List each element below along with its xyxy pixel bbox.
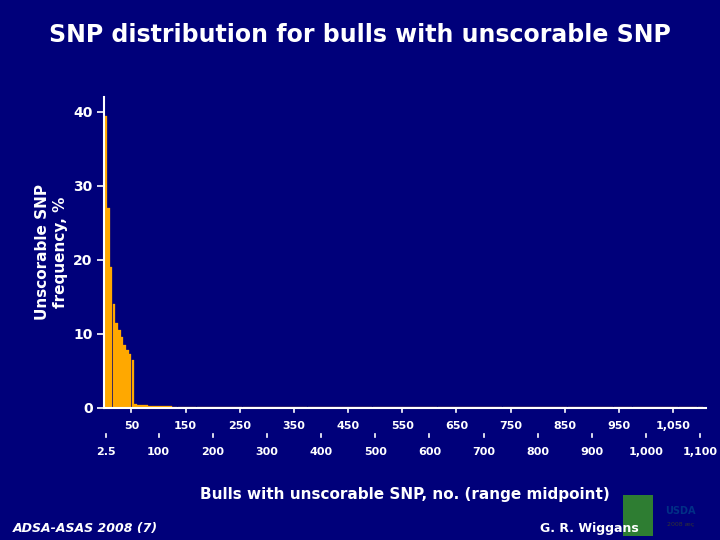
Bar xyxy=(212,407,215,408)
Bar xyxy=(167,407,169,408)
Text: G. R. Wiggans: G. R. Wiggans xyxy=(540,522,639,535)
Bar xyxy=(178,407,180,408)
Bar xyxy=(143,406,145,408)
Text: 2.5: 2.5 xyxy=(96,447,116,457)
Text: 100: 100 xyxy=(147,447,170,457)
Bar xyxy=(158,406,161,408)
Bar xyxy=(148,406,150,408)
Bar xyxy=(221,407,223,408)
Text: 950: 950 xyxy=(608,421,631,431)
Bar xyxy=(161,406,164,408)
Text: ADSA-ASAS 2008 (7): ADSA-ASAS 2008 (7) xyxy=(13,522,158,535)
Bar xyxy=(215,407,218,408)
Y-axis label: Unscorable SNP
frequency, %: Unscorable SNP frequency, % xyxy=(35,185,68,320)
Text: 2008 æç: 2008 æç xyxy=(667,522,694,527)
Text: 400: 400 xyxy=(310,447,333,457)
Text: 450: 450 xyxy=(336,421,360,431)
Bar xyxy=(137,405,140,408)
Text: 150: 150 xyxy=(174,421,197,431)
Text: 900: 900 xyxy=(580,447,603,457)
Bar xyxy=(199,407,202,408)
Bar xyxy=(191,407,194,408)
Bar xyxy=(129,354,132,408)
Bar xyxy=(210,407,212,408)
Bar xyxy=(169,407,172,408)
Text: 600: 600 xyxy=(418,447,441,457)
Text: 1,100: 1,100 xyxy=(683,447,718,457)
Text: 350: 350 xyxy=(282,421,305,431)
Text: 300: 300 xyxy=(256,447,279,457)
Bar xyxy=(107,208,109,408)
Bar xyxy=(132,360,134,408)
Bar xyxy=(172,407,175,408)
Bar xyxy=(218,407,221,408)
Bar xyxy=(110,267,112,408)
Text: 700: 700 xyxy=(472,447,495,457)
Text: 50: 50 xyxy=(124,421,139,431)
Bar xyxy=(623,495,652,536)
Bar xyxy=(126,350,129,408)
Text: SNP distribution for bulls with unscorable SNP: SNP distribution for bulls with unscorab… xyxy=(49,23,671,47)
Bar xyxy=(207,407,210,408)
Bar xyxy=(153,406,156,408)
Bar xyxy=(189,407,191,408)
Bar xyxy=(118,330,121,408)
Bar xyxy=(204,407,207,408)
Text: 1,000: 1,000 xyxy=(629,447,663,457)
Text: 750: 750 xyxy=(499,421,522,431)
Bar xyxy=(202,407,204,408)
Bar xyxy=(156,406,158,408)
Bar xyxy=(134,404,137,408)
Bar xyxy=(194,407,197,408)
Text: Bulls with unscorable SNP, no. (range midpoint): Bulls with unscorable SNP, no. (range mi… xyxy=(200,487,611,502)
Bar xyxy=(150,406,153,408)
Bar xyxy=(197,407,199,408)
Bar xyxy=(186,407,189,408)
Bar xyxy=(145,406,148,408)
Bar xyxy=(183,407,186,408)
Text: 650: 650 xyxy=(445,421,468,431)
Bar xyxy=(123,345,126,408)
Text: 200: 200 xyxy=(201,447,224,457)
Text: USDA: USDA xyxy=(665,505,696,516)
Bar xyxy=(121,338,123,408)
Bar xyxy=(104,116,107,408)
Text: 250: 250 xyxy=(228,421,251,431)
Text: 500: 500 xyxy=(364,447,387,457)
Bar xyxy=(112,304,115,408)
Text: 800: 800 xyxy=(526,447,549,457)
Text: 850: 850 xyxy=(553,421,576,431)
Bar xyxy=(175,407,178,408)
Bar xyxy=(164,407,166,408)
Bar xyxy=(180,407,183,408)
Bar xyxy=(140,405,143,408)
Text: 1,050: 1,050 xyxy=(656,421,690,431)
Bar xyxy=(115,323,118,408)
Text: 550: 550 xyxy=(391,421,414,431)
